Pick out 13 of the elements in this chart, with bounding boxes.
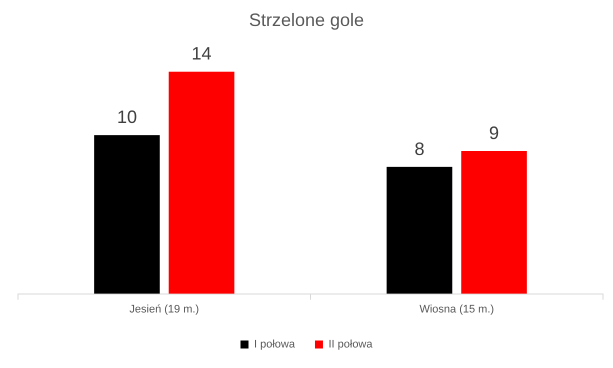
data-label: 10 [116, 107, 137, 128]
bar [94, 135, 160, 294]
bar [168, 72, 234, 294]
data-label: 14 [192, 44, 212, 64]
data-label: 8 [414, 138, 424, 159]
bar [386, 166, 452, 294]
x-tick-label: Jesień (19 m.) [129, 303, 200, 316]
legend-label: I połowa [254, 338, 296, 351]
bar [461, 150, 527, 294]
data-label: 9 [489, 122, 500, 143]
x-tick-label: Wiosna (15 m.) [419, 303, 494, 316]
chart-title: Strzelone gole [248, 10, 364, 30]
legend-label: II połowa [328, 338, 374, 351]
